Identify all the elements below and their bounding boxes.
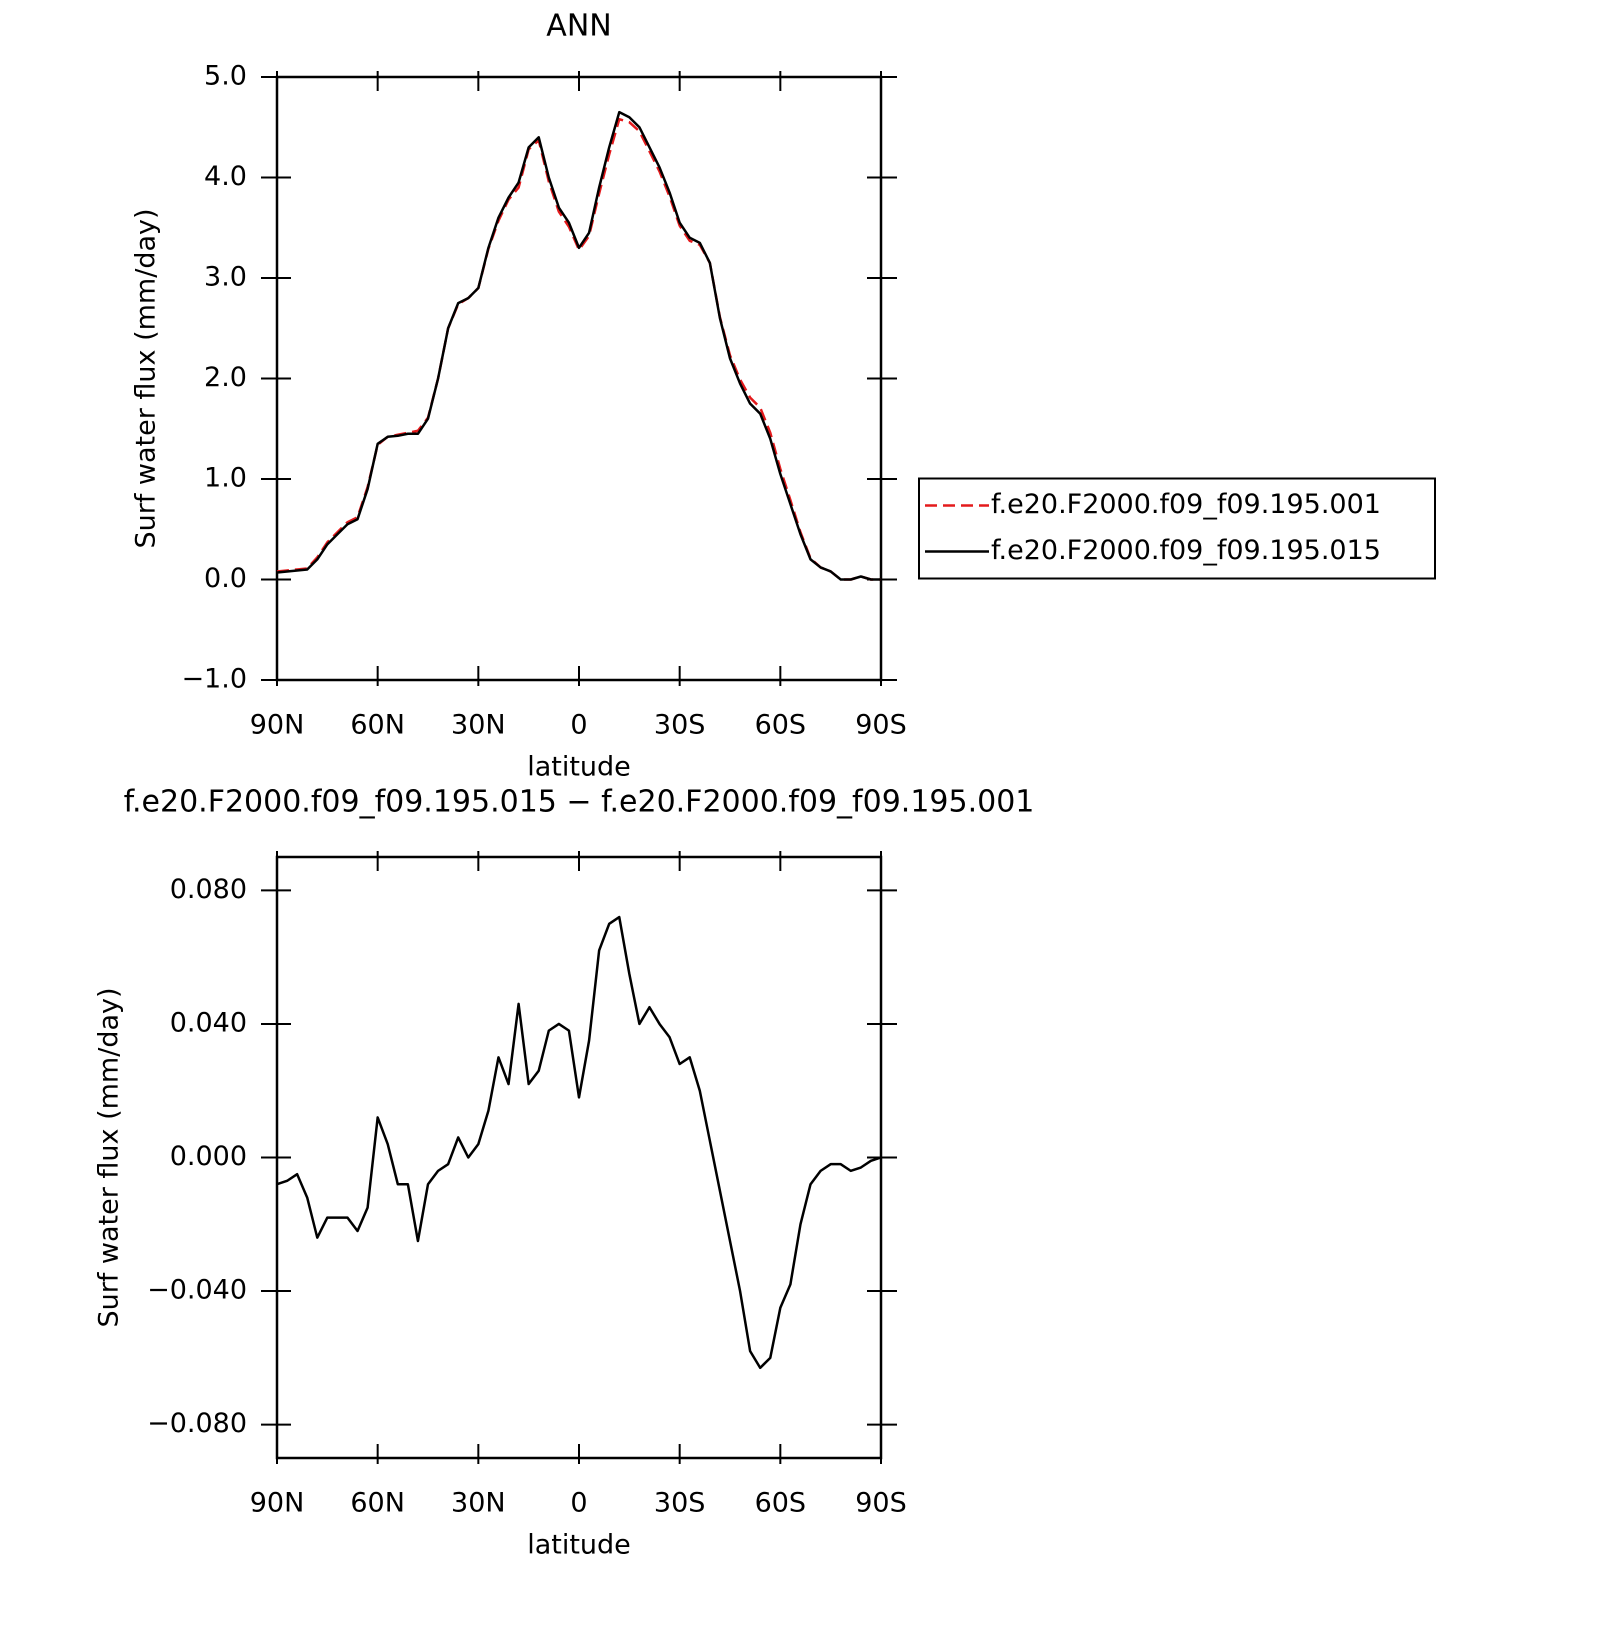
x-tick-label: 0 bbox=[570, 1488, 587, 1519]
legend-label: f.e20.F2000.f09_f09.195.001 bbox=[991, 489, 1381, 520]
y-tick-label: 3.0 bbox=[204, 262, 247, 293]
plot-frame bbox=[275, 75, 883, 682]
y-axis-label: Surf water flux (mm/day) bbox=[131, 208, 162, 548]
y-tick-label: 1.0 bbox=[204, 463, 247, 494]
data-line bbox=[276, 117, 881, 581]
legend-label: f.e20.F2000.f09_f09.195.015 bbox=[991, 535, 1381, 566]
x-tick-label: 0 bbox=[570, 710, 587, 741]
plot-frame bbox=[275, 855, 883, 1460]
data-line bbox=[276, 110, 881, 581]
x-tick-label: 60S bbox=[755, 1488, 807, 1519]
x-tick-label: 60S bbox=[755, 710, 807, 741]
y-tick-label: 0.000 bbox=[170, 1141, 247, 1172]
y-tick-label: 0.0 bbox=[204, 563, 247, 594]
chart-title: f.e20.F2000.f09_f09.195.015 − f.e20.F200… bbox=[124, 785, 1035, 820]
x-tick-label: 30N bbox=[451, 1488, 506, 1519]
panel: ANN latitude Surf water flux (mm/day) 90N 60… bbox=[131, 9, 1436, 783]
x-tick-label: 90S bbox=[855, 1488, 907, 1519]
y-tick-label: −0.080 bbox=[147, 1408, 247, 1439]
x-tick-label: 90N bbox=[250, 1488, 305, 1519]
legend-frame bbox=[918, 477, 1436, 580]
y-tick-label: 0.080 bbox=[170, 874, 247, 905]
y-tick-label: 0.040 bbox=[170, 1007, 247, 1038]
x-tick-label: 90S bbox=[855, 710, 907, 741]
y-tick-label: 2.0 bbox=[204, 362, 247, 393]
x-tick-label: 30N bbox=[451, 710, 506, 741]
y-tick-label: 4.0 bbox=[204, 161, 247, 192]
y-tick-label: −0.040 bbox=[147, 1275, 247, 1306]
y-tick-label: −1.0 bbox=[181, 664, 247, 695]
x-tick-label: 90N bbox=[250, 710, 305, 741]
x-tick-label: 60N bbox=[350, 1488, 405, 1519]
y-tick-label: 5.0 bbox=[204, 61, 247, 92]
data-line bbox=[276, 915, 882, 1370]
x-tick-label: 30S bbox=[654, 1488, 706, 1519]
x-axis-label: latitude bbox=[527, 752, 631, 783]
x-axis-label: latitude bbox=[527, 1530, 631, 1561]
x-tick-label: 30S bbox=[654, 710, 706, 741]
chart-title: ANN bbox=[546, 9, 611, 44]
panel: f.e20.F2000.f09_f09.195.015 − f.e20.F200… bbox=[94, 785, 1035, 1561]
y-axis-label: Surf water flux (mm/day) bbox=[94, 987, 125, 1327]
x-tick-label: 60N bbox=[350, 710, 405, 741]
